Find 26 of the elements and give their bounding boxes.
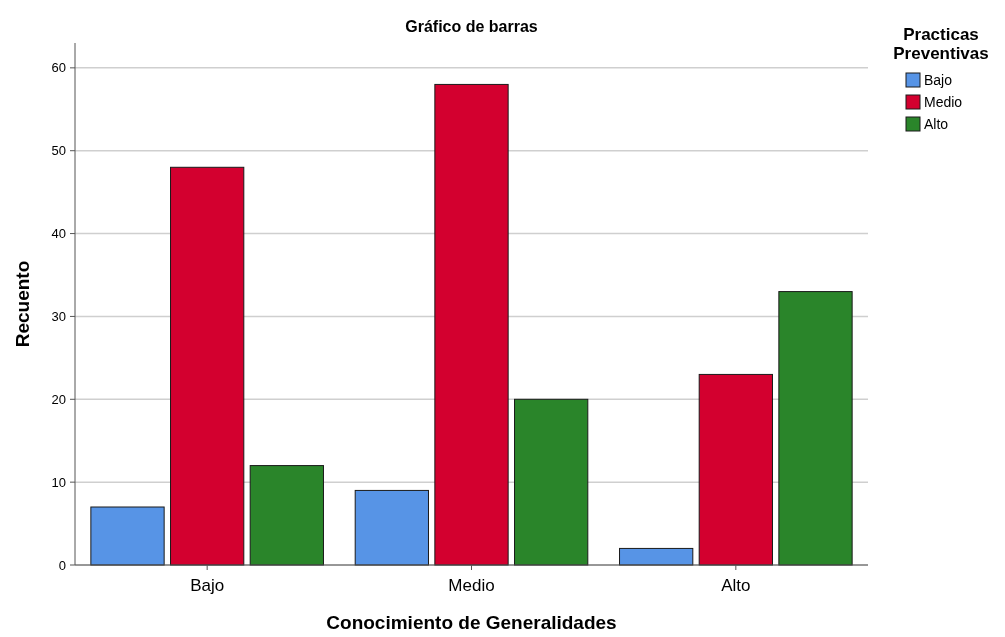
legend-label: Medio	[924, 93, 963, 110]
bar	[514, 398, 589, 566]
y-tick-label: 40	[51, 226, 66, 242]
bar	[90, 506, 165, 566]
legend-title: Practicas Preventivas	[893, 25, 989, 63]
y-tick-label: 60	[51, 60, 66, 76]
y-tick-label: 30	[51, 308, 66, 324]
x-tick-label: Medio	[448, 576, 495, 595]
x-axis-title: Conocimiento de Generalidades	[326, 612, 617, 633]
y-axis-title: Recuento	[12, 260, 33, 348]
bar	[249, 465, 324, 566]
legend-label: Bajo	[924, 71, 953, 88]
chart-title: Gráfico de barras	[405, 18, 538, 35]
x-tick-label: Bajo	[190, 576, 225, 595]
bar	[619, 547, 694, 566]
y-tick-label: 0	[58, 557, 66, 573]
bar	[170, 166, 245, 566]
y-tick-label: 50	[51, 143, 66, 159]
bar	[434, 83, 509, 566]
bar	[354, 489, 429, 566]
bar	[778, 291, 853, 566]
x-tick-label: Alto	[721, 576, 751, 595]
y-tick-label: 20	[51, 391, 66, 407]
bar	[698, 373, 773, 566]
legend-label: Alto	[924, 115, 949, 132]
y-tick-label: 10	[51, 474, 66, 490]
